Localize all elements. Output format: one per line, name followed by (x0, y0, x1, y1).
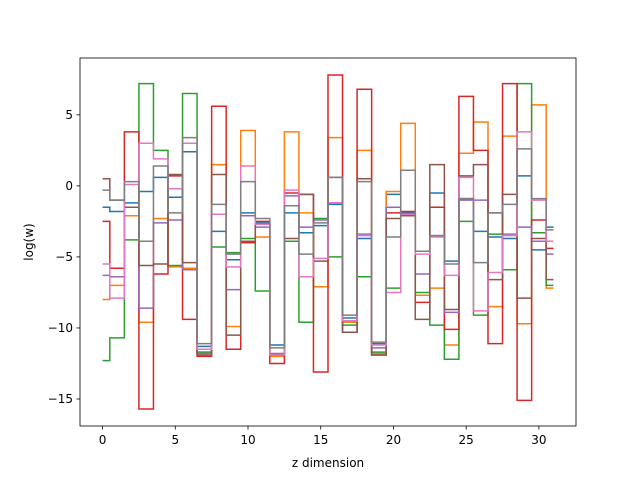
y-tick-label: 0 (65, 179, 73, 193)
x-tick-label: 0 (99, 433, 107, 447)
x-tick-label: 5 (171, 433, 179, 447)
y-tick-label: 5 (65, 108, 73, 122)
y-axis-label: log(w) (22, 223, 36, 260)
plot-frame (79, 57, 577, 427)
series-line-7 (102, 131, 554, 356)
x-axis-label: z dimension (292, 456, 364, 470)
x-tick-label: 20 (386, 433, 401, 447)
y-tick-label: −5 (55, 250, 73, 264)
x-tick-label: 25 (459, 433, 474, 447)
y-tick-label: −15 (48, 392, 73, 406)
x-tick-label: 30 (531, 433, 546, 447)
x-axis: 0 5 10 15 20 25 30 (99, 426, 547, 447)
series-line-8 (102, 136, 554, 349)
x-tick-label: 10 (240, 433, 255, 447)
x-tick-label: 15 (313, 433, 328, 447)
y-axis: −15 −10 −5 0 5 (48, 108, 80, 406)
y-tick-label: −10 (48, 321, 73, 335)
series-layer (102, 74, 554, 410)
